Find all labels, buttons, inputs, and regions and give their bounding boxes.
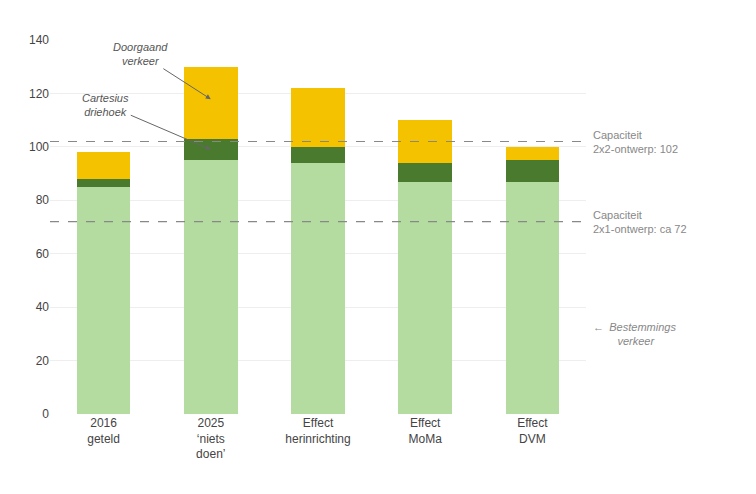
svg-text:80: 80 xyxy=(36,193,50,207)
svg-text:20: 20 xyxy=(36,354,50,368)
svg-text:Capaciteit2x1-ontwerp: ca 72: Capaciteit2x1-ontwerp: ca 72 xyxy=(593,209,687,235)
svg-text:← Bestemmings verkeer: ← Bestemmings verkeer xyxy=(593,321,676,347)
svg-text:60: 60 xyxy=(36,247,50,261)
svg-text:Capaciteit2x2-ontwerp: 102: Capaciteit2x2-ontwerp: 102 xyxy=(593,129,678,155)
svg-text:EffectMoMa: EffectMoMa xyxy=(409,416,443,446)
svg-text:2025‘nietsdoen’: 2025‘nietsdoen’ xyxy=(196,416,225,461)
svg-text:Cartesiusdriehoek: Cartesiusdriehoek xyxy=(82,92,129,118)
svg-text:120: 120 xyxy=(29,87,49,101)
svg-text:EffectDVM: EffectDVM xyxy=(517,416,548,446)
svg-text:0: 0 xyxy=(42,407,49,421)
svg-text:140: 140 xyxy=(29,33,49,47)
svg-text:40: 40 xyxy=(36,300,50,314)
svg-text:2016geteld: 2016geteld xyxy=(87,416,120,446)
svg-text:Effectherinrichting: Effectherinrichting xyxy=(285,416,350,446)
svg-text:Doorgaandverkeer: Doorgaandverkeer xyxy=(113,41,168,67)
svg-text:100: 100 xyxy=(29,140,49,154)
